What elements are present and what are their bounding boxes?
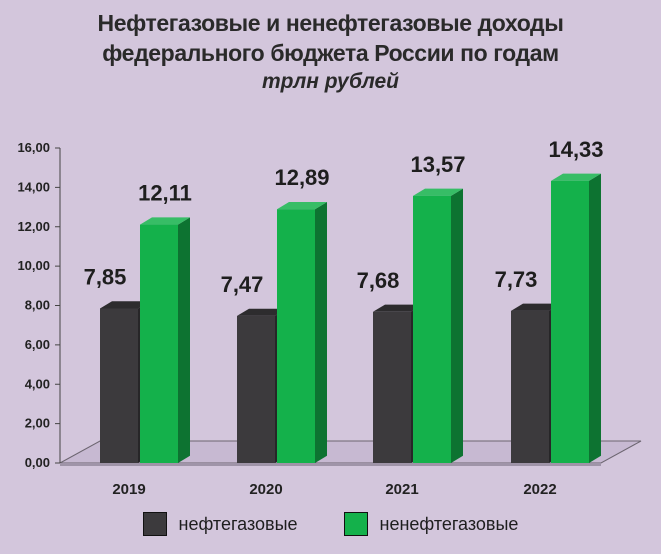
- bar-oil-gas-2021: [373, 311, 411, 463]
- bar-top-non-oil-gas: [140, 217, 190, 225]
- chart-title-block: Нефтегазовые и ненефтегазовые доходы фед…: [0, 8, 661, 96]
- x-tick-label: 2022: [523, 481, 556, 498]
- y-tick-label: 12,00: [17, 219, 50, 234]
- bar-top-oil-gas: [237, 308, 287, 316]
- y-tick-label: 8,00: [25, 298, 50, 313]
- bar-oil-gas-2020: [237, 315, 275, 463]
- chart-title-line-1: Нефтегазовые и ненефтегазовые доходы: [97, 10, 564, 36]
- chart-floor-edge: [60, 463, 601, 466]
- bar-side-non-oil-gas: [451, 188, 463, 463]
- bar-top-oil-gas: [373, 304, 423, 312]
- bar-non-oil-gas-2020: [277, 209, 315, 463]
- y-tick-label: 16,00: [17, 140, 50, 155]
- data-label-non-oil-gas: 13,57: [410, 152, 465, 177]
- bar-side-non-oil-gas: [178, 217, 190, 463]
- y-tick-label: 4,00: [25, 376, 50, 391]
- data-label-oil-gas: 7,73: [495, 267, 538, 292]
- data-label-oil-gas: 7,47: [221, 272, 264, 297]
- bar-top-oil-gas: [100, 301, 150, 309]
- chart-legend: нефтегазовые ненефтегазовые: [0, 512, 661, 536]
- bar-top-non-oil-gas: [551, 173, 601, 181]
- bar-oil-gas-2022: [511, 310, 549, 463]
- legend-label-oil-gas: нефтегазовые: [178, 513, 298, 534]
- y-tick-label: 14,00: [17, 179, 50, 194]
- legend-swatch-oil-gas: [142, 512, 167, 536]
- bar-side-non-oil-gas: [589, 173, 601, 463]
- bar-side-non-oil-gas: [315, 202, 327, 463]
- bar-oil-gas-2019: [100, 308, 138, 463]
- x-tick-label: 2019: [112, 481, 145, 498]
- data-label-oil-gas: 7,85: [84, 264, 127, 289]
- y-tick-label: 2,00: [25, 416, 50, 431]
- bar-top-non-oil-gas: [413, 188, 463, 196]
- bar-chart: 0,00 2,00 4,00 6,00 8,00 10,00 12,00 14,00 16,00…: [17, 137, 642, 498]
- data-label-non-oil-gas: 14,33: [548, 137, 603, 162]
- data-label-oil-gas: 7,68: [357, 268, 400, 293]
- chart-subtitle: трлн рублей: [261, 70, 400, 93]
- legend-swatch-non-oil-gas: [343, 512, 368, 536]
- x-tick-label: 2021: [385, 481, 418, 498]
- y-tick-label: 0,00: [25, 455, 50, 470]
- data-label-non-oil-gas: 12,11: [138, 181, 192, 206]
- legend-item-non-oil-gas: ненефтегазовые: [343, 512, 519, 536]
- legend-item-oil-gas: нефтегазовые: [142, 512, 298, 536]
- x-tick-label: 2020: [249, 481, 282, 498]
- data-label-non-oil-gas: 12,89: [274, 165, 329, 190]
- bar-non-oil-gas-2022: [551, 180, 589, 464]
- y-tick-label: 6,00: [25, 337, 50, 352]
- bar-non-oil-gas-2021: [413, 195, 451, 463]
- bar-non-oil-gas-2019: [140, 224, 178, 463]
- bar-top-oil-gas: [511, 303, 561, 311]
- chart-title-line-2: федерального бюджета России по годам: [102, 40, 559, 66]
- bar-top-non-oil-gas: [277, 202, 327, 210]
- y-tick-label: 10,00: [17, 258, 50, 273]
- legend-label-non-oil-gas: ненефтегазовые: [379, 513, 519, 534]
